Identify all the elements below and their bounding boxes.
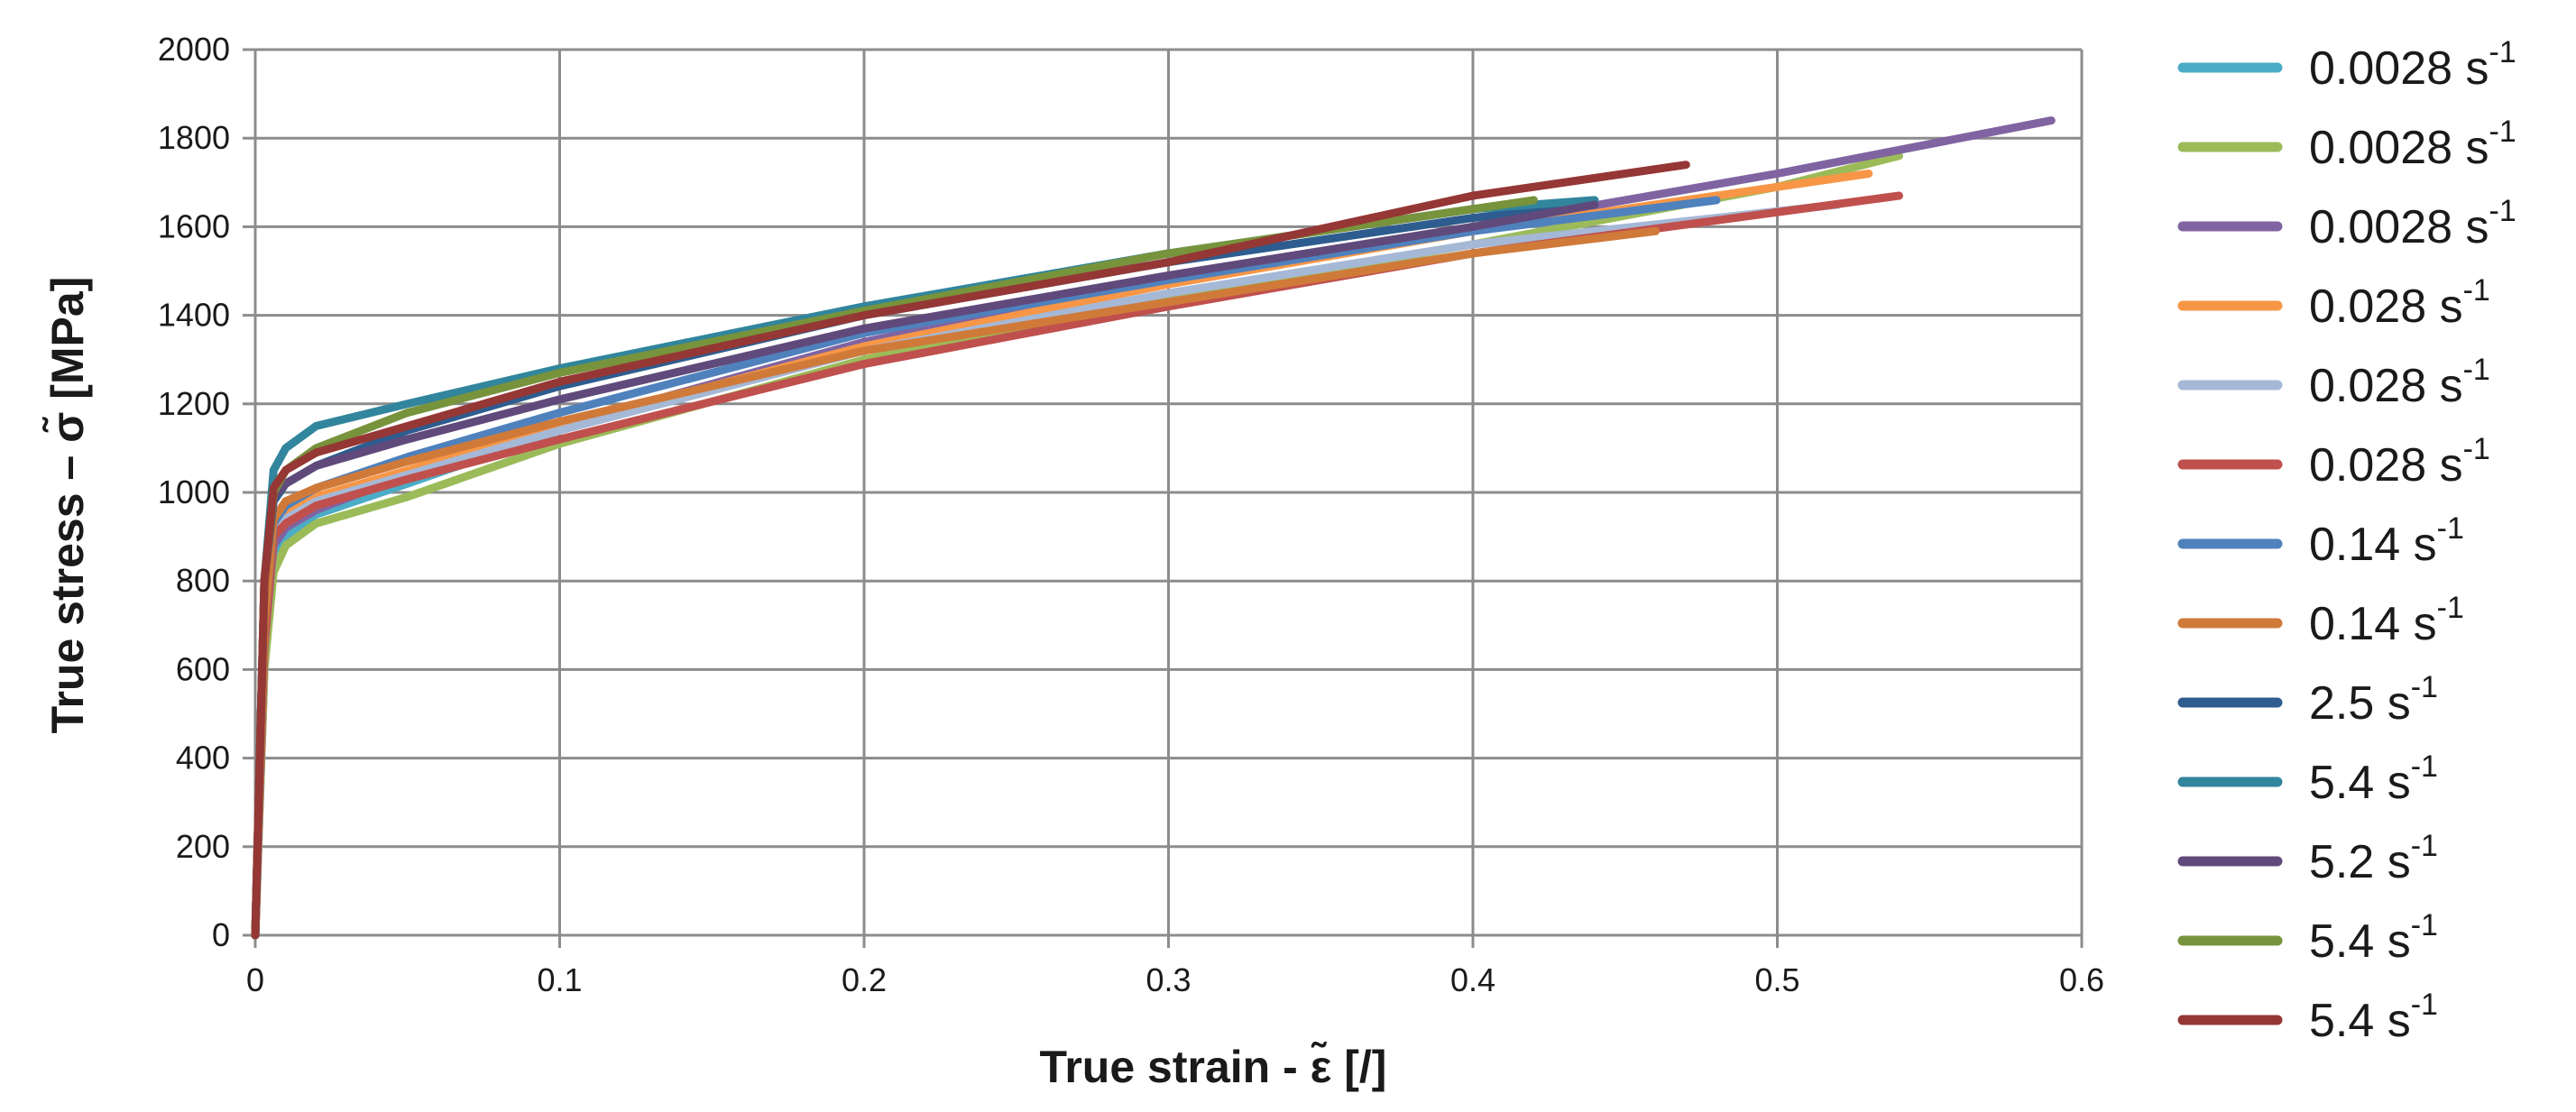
- y-tick-label: 800: [176, 562, 230, 599]
- y-tick-label: 0: [212, 916, 230, 953]
- y-tick-label: 1400: [158, 297, 230, 334]
- y-tick-label: 2000: [158, 31, 230, 68]
- y-tick-label: 1800: [158, 119, 230, 156]
- legend-label: 0.028 s-1: [2309, 432, 2490, 492]
- legend-label: 5.4 s-1: [2309, 908, 2438, 968]
- legend-label: 0.14 s-1: [2309, 511, 2464, 571]
- x-tick-label: 0.3: [1145, 961, 1191, 998]
- y-tick-label: 600: [176, 650, 230, 687]
- x-tick-label: 0.6: [2059, 961, 2104, 998]
- x-tick-label: 0.1: [537, 961, 582, 998]
- legend-label: 2.5 s-1: [2309, 670, 2438, 730]
- legend-label: 5.4 s-1: [2309, 988, 2438, 1047]
- series-line-10: [251, 196, 1599, 940]
- legend-label: 0.0028 s-1: [2309, 194, 2516, 253]
- y-tick-label: 200: [176, 828, 230, 865]
- x-axis-title: True strain - ε̃ [/]: [1040, 1042, 1387, 1092]
- y-tick-label: 400: [176, 740, 230, 777]
- legend-label: 0.14 s-1: [2309, 591, 2464, 650]
- x-tick-label: 0: [246, 961, 264, 998]
- x-tick-label: 0.2: [842, 961, 887, 998]
- x-tick-label: 0.5: [1754, 961, 1799, 998]
- y-axis-title: True stress – σ̃ [MPa]: [42, 277, 93, 734]
- y-tick-label: 1200: [158, 385, 230, 422]
- legend-label: 0.0028 s-1: [2309, 115, 2516, 174]
- legend-label: 5.4 s-1: [2309, 749, 2438, 809]
- legend-label: 0.028 s-1: [2309, 273, 2490, 333]
- series-line-13: [251, 161, 1690, 940]
- x-tick-label: 0.4: [1450, 961, 1495, 998]
- series-lines: [251, 116, 2056, 940]
- legend: 0.0028 s-1 0.0028 s-1 0.0028 s-1 0.028 s-1 0…: [2177, 35, 2516, 1047]
- legend-label: 5.2 s-1: [2309, 829, 2438, 888]
- tick-labels: 0 200 400 600 800 1000 1200 1400 1600 1800 2000 0 0.…: [158, 31, 2104, 998]
- y-tick-label: 1000: [158, 473, 230, 510]
- series-line-4: [251, 170, 1873, 940]
- series-line-3: [251, 116, 2056, 940]
- series-line-8: [251, 226, 1660, 940]
- y-tick-label: 1600: [158, 207, 230, 244]
- legend-label: 0.028 s-1: [2309, 353, 2490, 412]
- grid: [243, 48, 2084, 948]
- legend-label: 0.0028 s-1: [2309, 35, 2516, 95]
